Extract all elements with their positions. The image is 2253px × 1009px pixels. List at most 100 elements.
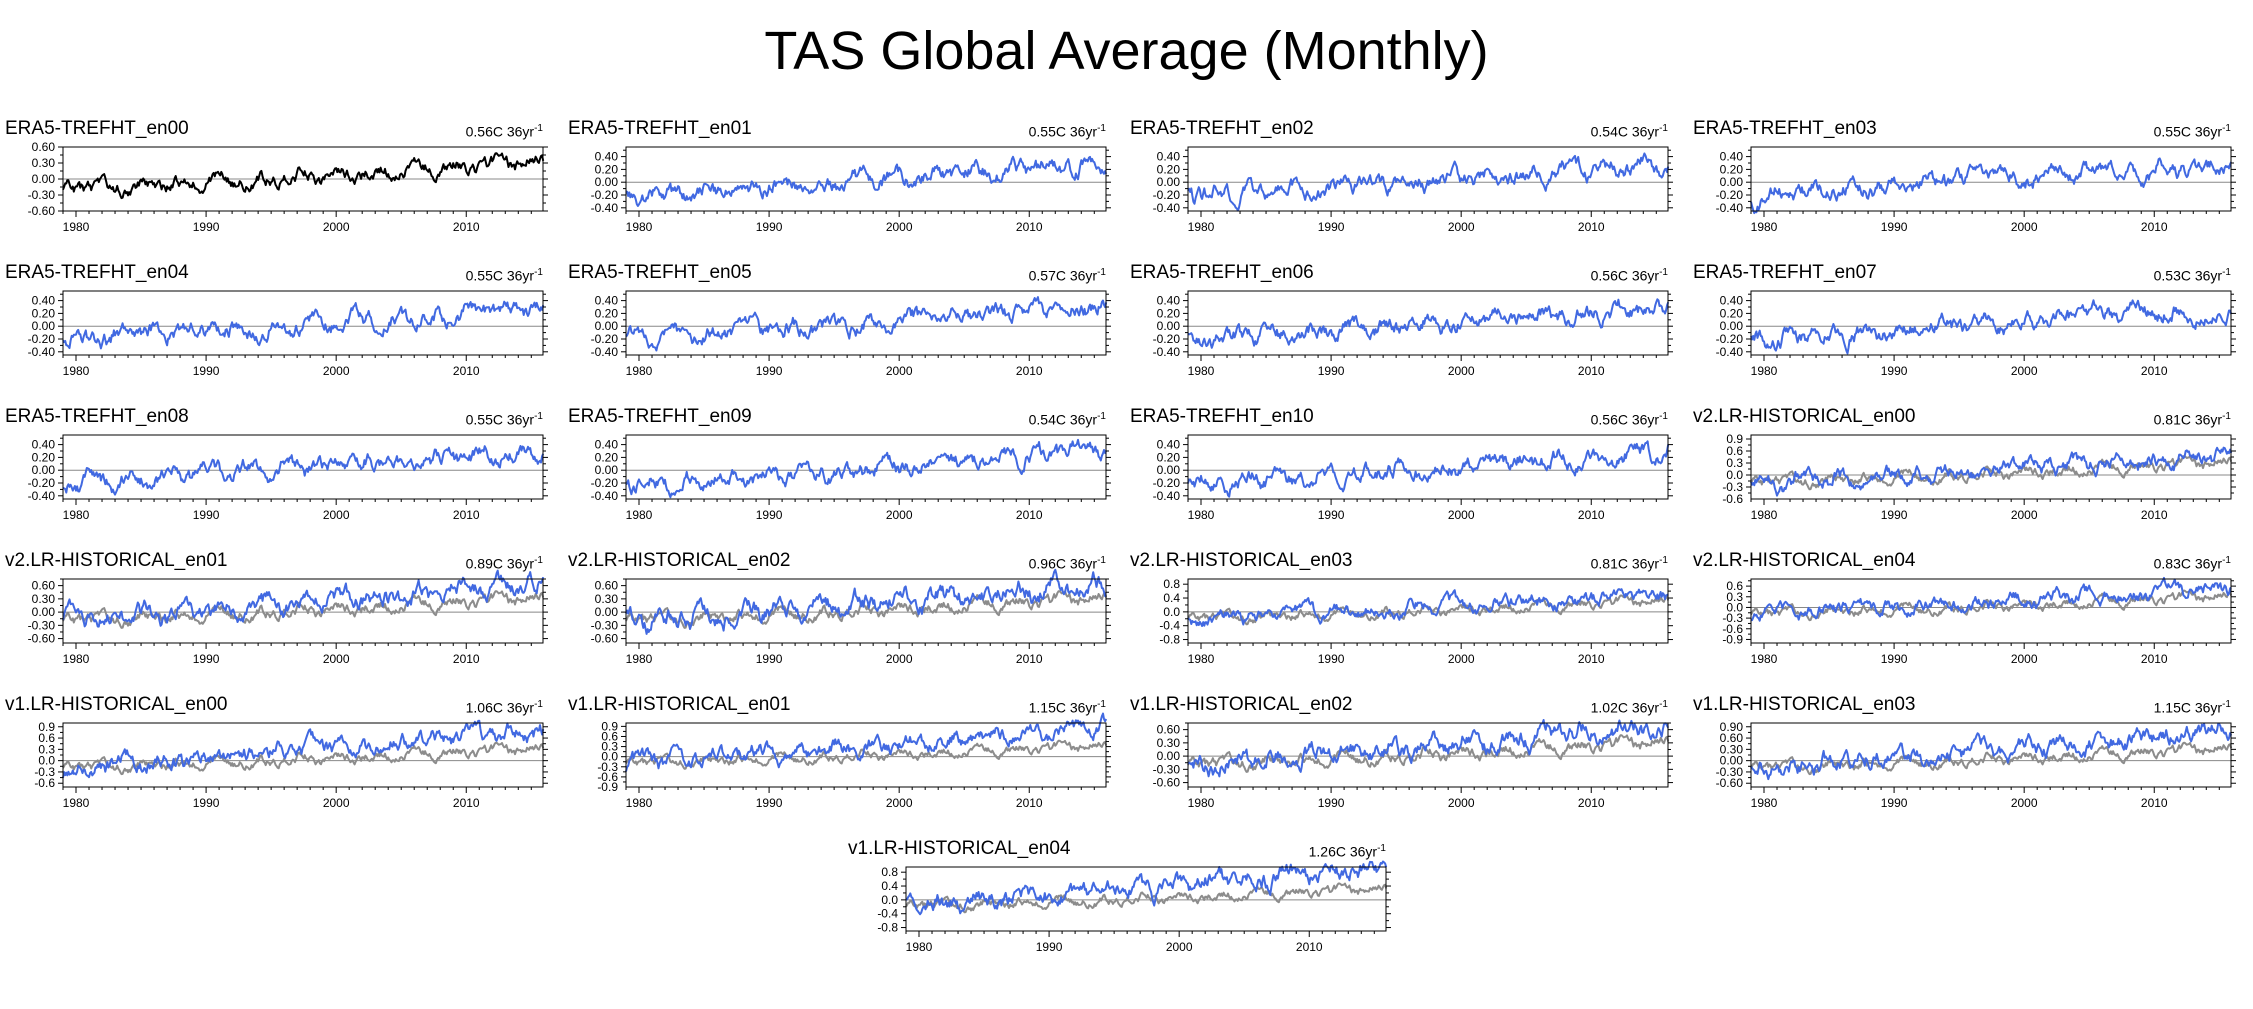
chart-panel: v1.LR-HISTORICAL_en01 1.15C 36yr-1 0.9 0.6 0… (566, 694, 1111, 834)
panel-plot: 0.90.60.30.0-0.3-0.6 1980 1990 2000 2010 (1722, 432, 2236, 522)
y-tick-label: 0.00 (1720, 319, 1744, 333)
x-tick-label: 2010 (453, 508, 480, 522)
x-tick-label: 1990 (1881, 796, 1908, 810)
y-tick-label: 0.40 (1157, 294, 1181, 308)
y-tick-label: -0.3 (1722, 480, 1743, 494)
y-tick-label: 0.20 (1157, 306, 1181, 320)
y-tick-label: 0.00 (1157, 463, 1181, 477)
y-tick-label: 0.30 (32, 592, 56, 606)
panel-title: ERA5-TREFHT_en01 (568, 118, 752, 139)
plot-frame (62, 290, 544, 356)
chart-panel: ERA5-TREFHT_en00 0.56C 36yr-1 0.60 0.30 0.00… (3, 118, 548, 258)
series-line (62, 569, 545, 628)
y-tick-label: 0.00 (1720, 175, 1744, 189)
chart-panel: ERA5-TREFHT_en10 0.56C 36yr-1 0.40 0.20 0.00… (1128, 406, 1673, 546)
panel-plot: 0.900.600.300.00-0.30-0.60 1980 1990 2000 20… (1716, 720, 2236, 810)
y-tick-label: -0.20 (1153, 476, 1181, 490)
panel-title: v1.LR-HISTORICAL_en03 (1693, 694, 1916, 715)
y-tick-label: -0.40 (1716, 345, 1744, 359)
figure-title: TAS Global Average (Monthly) (764, 21, 1489, 81)
y-tick-label: -0.20 (591, 476, 619, 490)
x-tick-label: 1990 (756, 220, 783, 234)
x-tick-label: 1980 (1188, 508, 1215, 522)
reference-series-line (905, 882, 1388, 914)
y-tick-label: -0.9 (597, 780, 618, 794)
x-tick-label: 1980 (1188, 652, 1215, 666)
y-tick-label: -0.6 (34, 776, 55, 790)
y-tick-label: 0.3 (38, 742, 55, 756)
panel-trend-label: 0.83C 36yr-1 (2153, 555, 2231, 572)
plot-frame (625, 722, 1107, 788)
x-tick-label: 2010 (453, 364, 480, 378)
x-tick-label: 1990 (1318, 508, 1345, 522)
x-tick-label: 1980 (626, 652, 653, 666)
y-tick-label: 0.00 (32, 172, 56, 186)
y-tick-label: 0.00 (32, 319, 56, 333)
panel-plot: 0.400.200.00-0.20-0.40 1980 1990 2000 2010 (28, 434, 548, 522)
panel-title: ERA5-TREFHT_en10 (1130, 406, 1314, 427)
x-tick-label: 1980 (63, 508, 90, 522)
plot-frame (62, 722, 544, 788)
x-tick-label: 2000 (886, 796, 913, 810)
x-tick-label: 1990 (193, 364, 220, 378)
panel-trend-label: 0.89C 36yr-1 (465, 555, 543, 572)
panel-plot: 0.400.200.00-0.20-0.40 1980 1990 2000 2010 (1153, 290, 1673, 378)
series-line (1187, 298, 1670, 349)
series-line (625, 712, 1108, 772)
x-tick-label: 1980 (1751, 220, 1778, 234)
chart-panel: v1.LR-HISTORICAL_en03 1.15C 36yr-1 0.90 0.6… (1691, 694, 2236, 834)
y-tick-label: 0.0 (1726, 600, 1743, 614)
x-tick-label: 2010 (453, 652, 480, 666)
panel-title: ERA5-TREFHT_en06 (1130, 262, 1314, 283)
plot-frame (1750, 434, 2232, 500)
y-tick-label: 0.40 (32, 294, 56, 308)
x-tick-label: 2000 (323, 220, 350, 234)
y-tick-label: 0.0 (601, 750, 618, 764)
panel-plot: 0.600.300.00-0.30-0.60 1980 1990 2000 2010 (591, 568, 1111, 666)
y-tick-label: 0.00 (595, 319, 619, 333)
x-tick-label: 1990 (756, 796, 783, 810)
x-tick-label: 1990 (1881, 652, 1908, 666)
y-tick-label: -0.9 (1722, 632, 1743, 646)
x-tick-label: 1990 (193, 220, 220, 234)
y-tick-label: 0.6 (1726, 579, 1743, 593)
x-tick-label: 1980 (626, 796, 653, 810)
plot-frame (1750, 146, 2232, 212)
x-tick-label: 2010 (1578, 652, 1605, 666)
x-tick-label: 2000 (886, 220, 913, 234)
y-tick-label: 0.0 (38, 754, 55, 768)
y-tick-label: 0.20 (32, 306, 56, 320)
y-tick-label: 0.20 (1720, 162, 1744, 176)
y-tick-label: -0.20 (1716, 188, 1744, 202)
chart-panel: v1.LR-HISTORICAL_en00 1.06C 36yr-1 0.9 0.6 0… (3, 694, 548, 834)
x-tick-label: 2010 (1016, 220, 1043, 234)
plot-frame (1187, 290, 1669, 356)
series-line (1751, 576, 2232, 622)
plot-frame (625, 146, 1107, 212)
x-tick-label: 2000 (323, 796, 350, 810)
y-tick-label: 0.20 (595, 306, 619, 320)
series-line (1187, 719, 1670, 778)
panel-trend-label: 1.02C 36yr-1 (1590, 699, 1668, 716)
panel-plot: 0.400.200.00-0.20-0.40 1980 1990 2000 2010 (1716, 146, 2236, 234)
series-line (625, 568, 1107, 635)
chart-panel: ERA5-TREFHT_en06 0.56C 36yr-1 0.40 0.20 0.00… (1128, 262, 1673, 402)
x-tick-label: 2000 (323, 508, 350, 522)
x-tick-label: 1990 (1036, 940, 1063, 954)
y-tick-label: -0.40 (1716, 201, 1744, 215)
series-line (1187, 152, 1670, 212)
panel-trend-label: 0.54C 36yr-1 (1028, 411, 1106, 428)
y-tick-label: -0.30 (28, 188, 56, 202)
panel-plot: 0.400.200.00-0.20-0.40 1980 1990 2000 2010 (28, 290, 548, 378)
panel-plot: 0.600.300.00-0.30-0.60 1980 1990 2000 2010 (1153, 719, 1673, 810)
y-tick-label: 0.3 (1726, 456, 1743, 470)
x-tick-label: 2010 (1578, 364, 1605, 378)
x-tick-label: 1980 (626, 220, 653, 234)
x-tick-label: 2000 (1448, 220, 1475, 234)
y-tick-label: -0.40 (591, 345, 619, 359)
series-line (625, 438, 1108, 499)
y-tick-label: 0.00 (1157, 749, 1181, 763)
series-line (1187, 440, 1670, 498)
y-tick-label: -0.30 (591, 618, 619, 632)
y-tick-label: 0.30 (1157, 736, 1181, 750)
